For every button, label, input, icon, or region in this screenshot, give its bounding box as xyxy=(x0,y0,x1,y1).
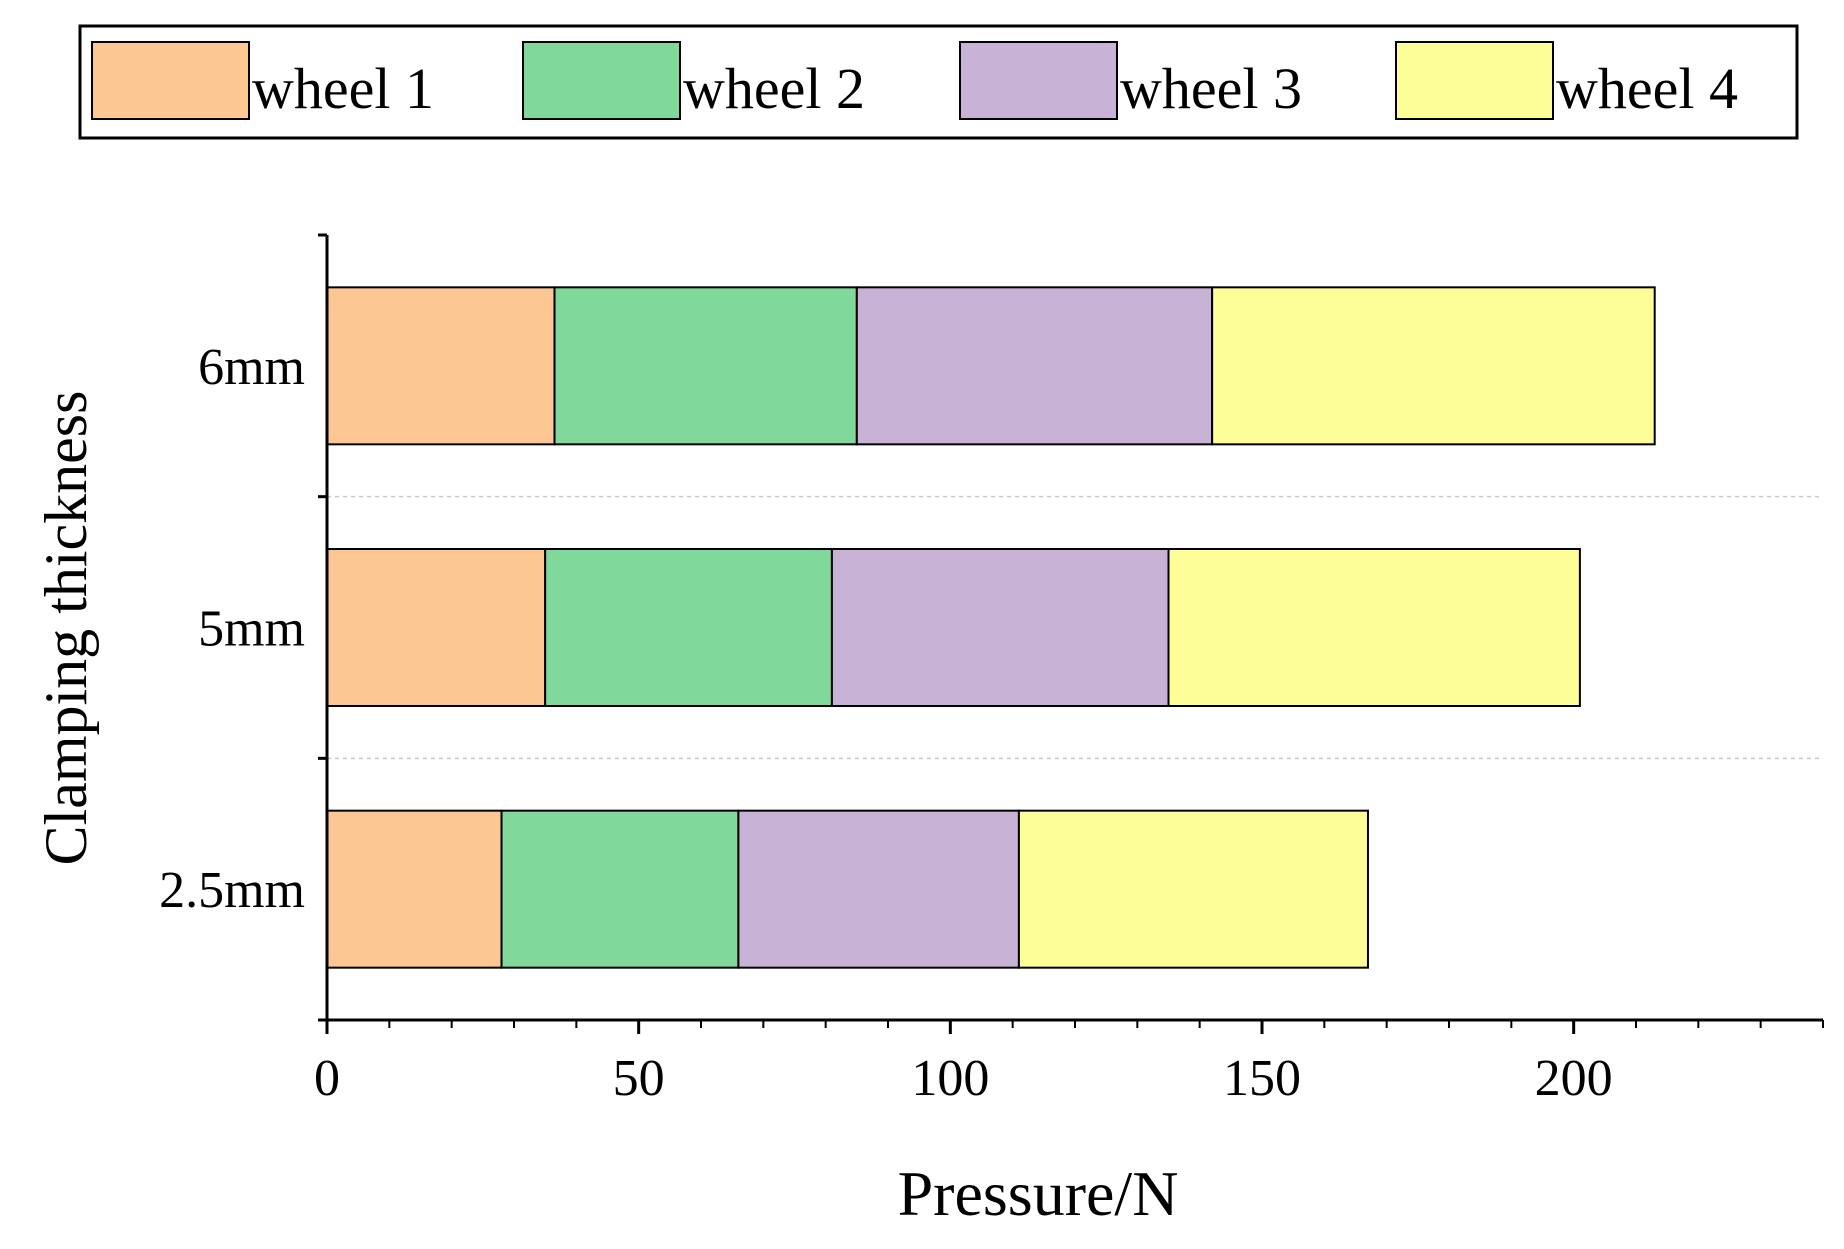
bar-wheel-2-5mm xyxy=(544,548,833,707)
y-axis-title: Clamping thickness xyxy=(33,391,99,866)
bar-wheel-4-2-5mm xyxy=(1017,809,1369,969)
legend: wheel 1 wheel 2 wheel 3 wheel 4 xyxy=(78,24,1799,140)
x-tick-label-0: 0 xyxy=(314,1050,340,1107)
bar-wheel-4-5mm xyxy=(1167,548,1581,707)
bar-wheel-1-5mm xyxy=(326,548,547,707)
category-label-2-5mm: 2.5mm xyxy=(159,862,305,919)
legend-label-wheel-2: wheel 2 xyxy=(683,56,865,121)
bars-group xyxy=(326,286,1656,969)
x-ticks xyxy=(325,1020,1824,1034)
x-tick-label-100: 100 xyxy=(911,1050,989,1107)
category-labels: 2.5mm 5mm 6mm xyxy=(159,339,305,919)
bar-wheel-3-5mm xyxy=(830,548,1170,707)
legend-label-wheel-1: wheel 1 xyxy=(252,56,434,121)
bar-wheel-3-2-5mm xyxy=(737,809,1020,969)
bar-wheel-4-6mm xyxy=(1211,286,1656,446)
bar-wheel-2-6mm xyxy=(553,286,858,446)
legend-swatch-wheel-3 xyxy=(959,41,1118,120)
bar-wheel-1-6mm xyxy=(326,286,556,446)
category-label-6mm: 6mm xyxy=(198,339,305,396)
legend-swatch-wheel-4 xyxy=(1395,41,1554,120)
x-tick-label-200: 200 xyxy=(1535,1050,1613,1107)
bar-wheel-1-2-5mm xyxy=(326,809,503,969)
x-tick-label-50: 50 xyxy=(613,1050,665,1107)
category-label-5mm: 5mm xyxy=(198,601,305,658)
legend-label-wheel-3: wheel 3 xyxy=(1120,56,1302,121)
x-tick-label-150: 150 xyxy=(1223,1050,1301,1107)
bar-wheel-2-2-5mm xyxy=(500,809,740,969)
bar-wheel-3-6mm xyxy=(855,286,1214,446)
legend-swatch-wheel-1 xyxy=(91,41,250,120)
legend-label-wheel-4: wheel 4 xyxy=(1556,56,1738,121)
x-tick-labels: 0 50 100 150 200 xyxy=(314,1050,1613,1107)
grid-lines xyxy=(327,495,1823,760)
x-axis-title: Pressure/N xyxy=(898,1158,1179,1229)
legend-swatch-wheel-2 xyxy=(522,41,681,120)
